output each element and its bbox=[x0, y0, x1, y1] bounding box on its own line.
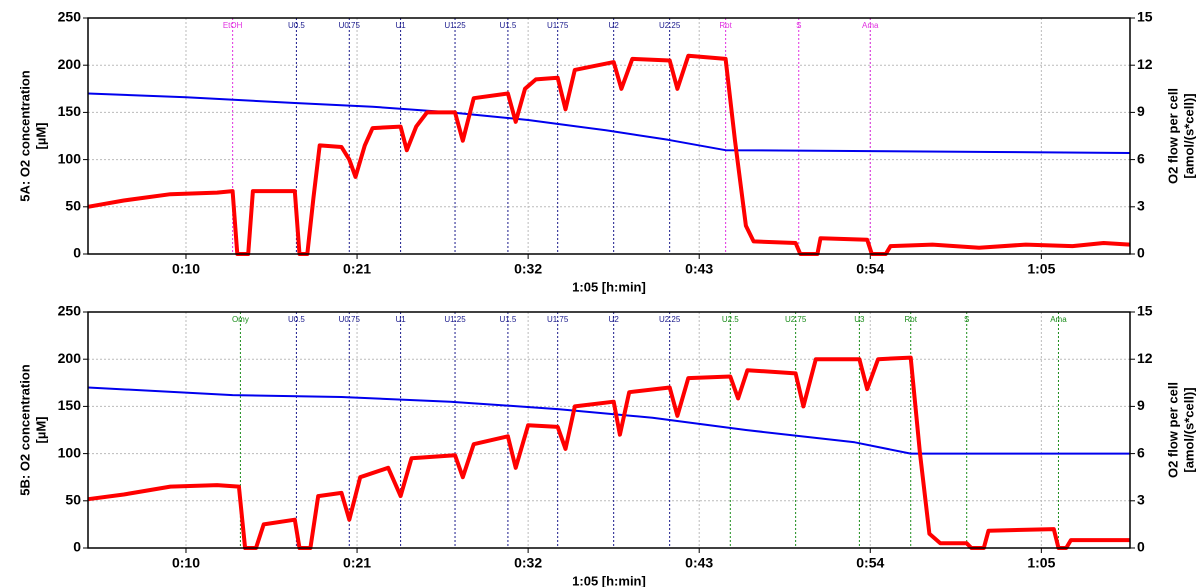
plot-area bbox=[88, 312, 1130, 548]
y-axis-label: [µM] bbox=[33, 417, 48, 444]
event-label: U0.75 bbox=[339, 21, 361, 30]
plot-frame bbox=[87, 17, 1131, 255]
event-label: U1 bbox=[395, 21, 406, 30]
x-tick-label: 0:10 bbox=[172, 261, 200, 277]
event-label: U0.75 bbox=[339, 315, 361, 324]
y-tick-label: 250 bbox=[58, 9, 82, 25]
y-tick-label: 200 bbox=[58, 56, 82, 72]
x-tick-label: 0:43 bbox=[685, 555, 713, 571]
y2-tick-label: 12 bbox=[1137, 350, 1153, 366]
event-label: U2 bbox=[609, 315, 620, 324]
x-tick-label: 1:05 bbox=[1027, 555, 1055, 571]
x-tick-label: 0:21 bbox=[343, 555, 371, 571]
y2-tick-label: 3 bbox=[1137, 198, 1145, 214]
event-label: U2.75 bbox=[785, 315, 807, 324]
event-label: Rot bbox=[904, 315, 917, 324]
event-label: U1.25 bbox=[444, 21, 466, 30]
y2-axis-label: [amol/(s*cell)] bbox=[1181, 93, 1196, 178]
event-label: U1.5 bbox=[499, 315, 516, 324]
y2-tick-label: 12 bbox=[1137, 56, 1153, 72]
y-tick-label: 250 bbox=[58, 303, 82, 319]
event-label: U1.75 bbox=[547, 315, 569, 324]
event-label: U1.25 bbox=[444, 315, 466, 324]
plot-area bbox=[88, 18, 1130, 254]
event-label: Ama bbox=[862, 21, 879, 30]
y2-tick-label: 9 bbox=[1137, 103, 1145, 119]
event-label: U2.5 bbox=[722, 315, 739, 324]
y-tick-label: 0 bbox=[73, 245, 81, 261]
event-label: U2.25 bbox=[659, 21, 681, 30]
event-label: U2.25 bbox=[659, 315, 681, 324]
data-line bbox=[87, 386, 1130, 455]
event-label: S bbox=[964, 315, 969, 324]
event-label: Ama bbox=[1050, 315, 1067, 324]
y2-axis-label: O2 flow per cell bbox=[1165, 88, 1180, 184]
x-tick-label: 0:21 bbox=[343, 261, 371, 277]
event-label: U3 bbox=[854, 315, 865, 324]
event-label: Omy bbox=[232, 315, 249, 324]
event-label: S bbox=[796, 21, 801, 30]
y-tick-label: 50 bbox=[65, 492, 81, 508]
x-tick-label: 0:10 bbox=[172, 555, 200, 571]
plot-frame bbox=[87, 311, 1131, 549]
y-tick-label: 200 bbox=[58, 350, 82, 366]
y2-tick-label: 6 bbox=[1137, 150, 1145, 166]
y-tick-label: 150 bbox=[58, 397, 82, 413]
data-line bbox=[87, 92, 1131, 154]
x-axis-label: 1:05 [h:min] bbox=[572, 279, 646, 294]
x-tick-label: 1:05 bbox=[1027, 261, 1055, 277]
event-label: EtOH bbox=[223, 21, 243, 30]
x-tick-label: 0:32 bbox=[514, 261, 542, 277]
y-tick-label: 100 bbox=[58, 444, 82, 460]
event-label: U1.5 bbox=[499, 21, 516, 30]
y2-tick-label: 3 bbox=[1137, 492, 1145, 508]
event-label: Rot bbox=[719, 21, 732, 30]
x-tick-label: 0:32 bbox=[514, 555, 542, 571]
y2-tick-label: 9 bbox=[1137, 397, 1145, 413]
y2-tick-label: 0 bbox=[1137, 245, 1145, 261]
y-axis-label: 5B: O2 concentration bbox=[17, 364, 32, 496]
y-tick-label: 50 bbox=[65, 198, 81, 214]
event-label: U2 bbox=[609, 21, 620, 30]
x-axis-label: 1:05 [h:min] bbox=[572, 573, 646, 587]
x-tick-label: 0:54 bbox=[856, 261, 884, 277]
y-tick-label: 100 bbox=[58, 150, 82, 166]
y2-tick-label: 15 bbox=[1137, 303, 1153, 319]
y2-tick-label: 6 bbox=[1137, 444, 1145, 460]
y-axis-label: [µM] bbox=[33, 123, 48, 150]
x-tick-label: 0:54 bbox=[856, 555, 884, 571]
y2-tick-label: 0 bbox=[1137, 539, 1145, 555]
y-tick-label: 150 bbox=[58, 103, 82, 119]
event-label: U0.5 bbox=[288, 21, 305, 30]
event-label: U1.75 bbox=[547, 21, 569, 30]
x-tick-label: 0:43 bbox=[685, 261, 713, 277]
event-label: U1 bbox=[395, 315, 406, 324]
y2-axis-label: O2 flow per cell bbox=[1165, 382, 1180, 478]
y2-tick-label: 15 bbox=[1137, 9, 1153, 25]
y-tick-label: 0 bbox=[73, 539, 81, 555]
y-axis-label: 5A: O2 concentration bbox=[17, 70, 32, 202]
y2-axis-label: [amol/(s*cell)] bbox=[1181, 387, 1196, 472]
event-label: U0.5 bbox=[288, 315, 305, 324]
